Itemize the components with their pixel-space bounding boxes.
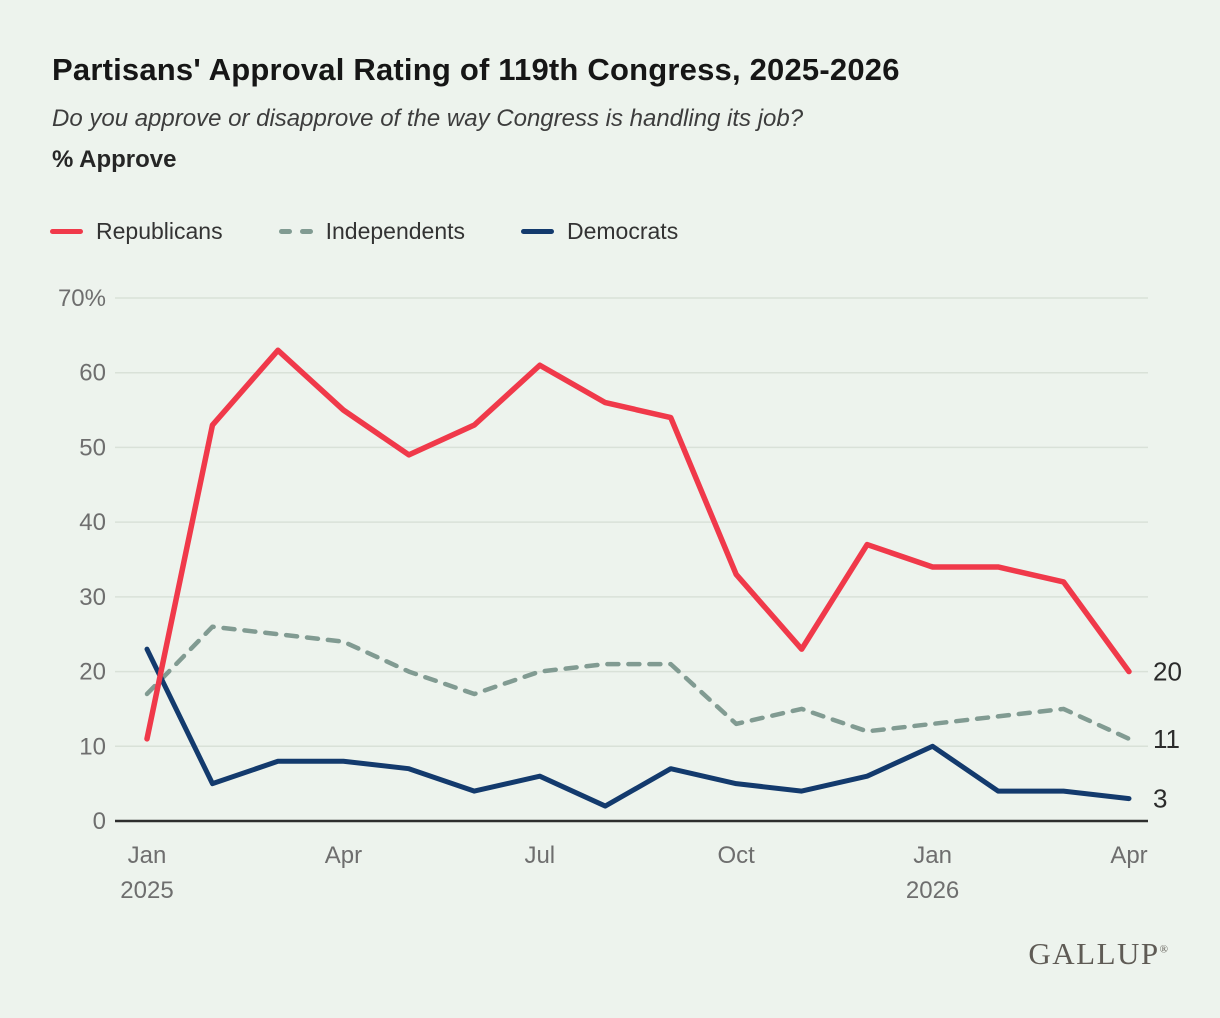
x-tick-year-2025: 2025 — [120, 877, 173, 904]
end-value-label-independents: 11 — [1153, 724, 1180, 754]
series-line-republicans — [144, 347, 1132, 742]
x-tick-label-oct-9: Oct — [718, 842, 756, 869]
survey-question-subtitle: Do you approve or disapprove of the way … — [52, 105, 804, 132]
legend-label-independents: Independents — [325, 218, 465, 244]
gallup-logo: GALLUP® — [1028, 936, 1168, 971]
legend-label-democrats: Democrats — [567, 218, 679, 244]
y-tick-label-0: 0 — [93, 808, 106, 835]
page-title: Partisans' Approval Rating of 119th Cong… — [52, 52, 900, 87]
legend-item-independents: Independents — [278, 218, 465, 245]
series-line-democrats — [144, 646, 1132, 809]
legend-item-democrats: Democrats — [521, 218, 678, 245]
end-value-label-republicans: 20 — [1153, 657, 1182, 687]
registered-trademark-icon: ® — [1159, 943, 1168, 956]
x-tick-label-jan-0: Jan — [128, 842, 167, 869]
y-tick-label-50: 50 — [79, 434, 106, 461]
x-tick-year-2026: 2026 — [906, 877, 959, 904]
y-tick-label-20: 20 — [79, 659, 106, 686]
independents-dashed-swatch-icon — [278, 229, 313, 234]
x-tick-label-jan-12: Jan — [913, 842, 952, 869]
legend-item-republicans: Republicans — [50, 218, 223, 245]
legend-label-republicans: Republicans — [96, 218, 223, 244]
y-tick-label-70: 70% — [58, 285, 106, 312]
chart-legend: Republicans Independents Democrats — [50, 218, 734, 245]
x-tick-label-apr-3: Apr — [325, 842, 362, 869]
series-line-independents — [144, 624, 1132, 742]
x-tick-label-apr-15: Apr — [1110, 842, 1147, 869]
republicans-line-swatch-icon — [50, 229, 83, 234]
y-tick-label-60: 60 — [79, 360, 106, 387]
measure-label: % Approve — [52, 146, 177, 173]
x-tick-label-jul-6: Jul — [524, 842, 555, 869]
y-tick-label-30: 30 — [79, 584, 106, 611]
democrats-line-swatch-icon — [521, 229, 554, 234]
y-tick-label-40: 40 — [79, 509, 106, 536]
end-value-label-democrats: 3 — [1153, 784, 1167, 814]
y-tick-label-10: 10 — [79, 733, 106, 760]
